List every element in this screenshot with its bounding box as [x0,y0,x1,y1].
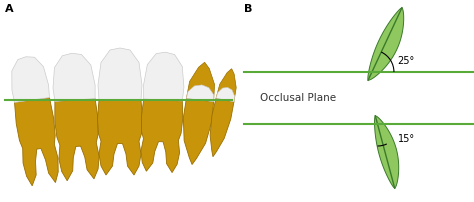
Polygon shape [368,8,404,80]
Polygon shape [141,99,183,173]
Text: 15°: 15° [398,134,415,144]
Polygon shape [216,69,236,102]
Text: A: A [5,4,14,14]
Polygon shape [144,52,184,101]
Polygon shape [98,48,142,100]
Text: 25°: 25° [397,56,414,66]
Polygon shape [216,87,235,102]
Polygon shape [186,85,214,102]
Polygon shape [183,98,214,164]
Text: Occlusal Plane: Occlusal Plane [260,93,336,103]
Polygon shape [186,62,215,102]
Polygon shape [55,99,99,181]
Polygon shape [15,98,58,186]
Polygon shape [210,98,234,157]
Polygon shape [53,53,95,101]
Polygon shape [12,57,49,102]
Polygon shape [98,100,143,175]
Text: B: B [244,4,252,14]
Polygon shape [374,116,399,188]
